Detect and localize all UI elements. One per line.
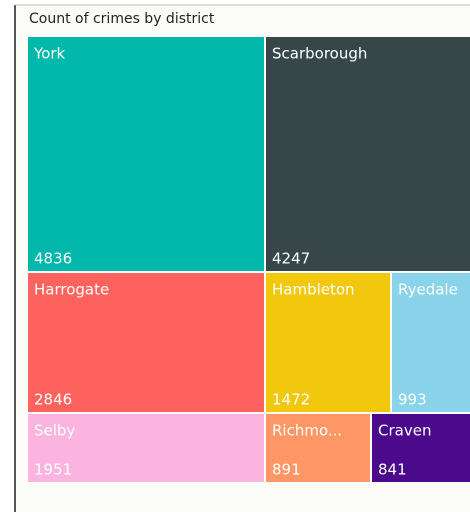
tile (266, 414, 370, 482)
tile-label: Harrogate (34, 281, 109, 299)
tile-label: Hambleton (272, 281, 355, 299)
value-label: 4247 (272, 250, 310, 268)
tile (392, 273, 470, 412)
tile-label: Selby (34, 422, 75, 440)
tile-label: Richmo... (272, 422, 342, 440)
tile (28, 37, 264, 271)
tile-label: Ryedale (398, 281, 458, 299)
value-label: 841 (378, 461, 407, 479)
chart-title: Count of crimes by district (29, 11, 215, 27)
value-label: 4836 (34, 250, 72, 268)
tile-label: Craven (378, 422, 431, 440)
tile (372, 414, 470, 482)
value-label: 993 (398, 391, 427, 409)
tile (266, 37, 470, 271)
tile (266, 273, 390, 412)
tile-label: Scarborough (272, 45, 367, 63)
tile (28, 414, 264, 482)
value-label: 2846 (34, 391, 72, 409)
tile (28, 273, 264, 412)
value-label: 891 (272, 461, 301, 479)
value-label: 1472 (272, 391, 310, 409)
tile-label: York (33, 45, 66, 63)
value-label: 1951 (34, 461, 72, 479)
